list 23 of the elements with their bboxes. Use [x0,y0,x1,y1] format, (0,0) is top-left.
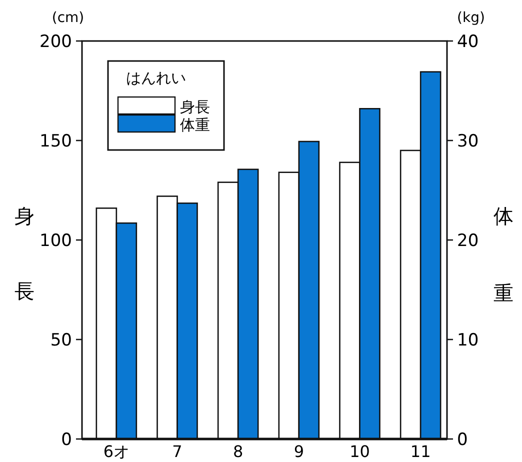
y2-tick-label: 0 [457,430,468,450]
x-tick-label: 11 [410,442,431,461]
y-axis-title: 身長 [13,190,37,342]
y2-tick-label: 10 [457,330,479,350]
y2-tick-label: 40 [457,32,479,52]
y-tick-label: 100 [40,231,72,251]
y-tick-label: 0 [61,430,72,450]
x-tick-label: 8 [232,442,244,461]
y2-axis-title: 体重 [492,190,516,342]
x-tick-label: 7 [172,442,182,461]
legend-label: 身長 [180,98,210,116]
text: (cm) [52,10,84,26]
legend-label: 体重 [180,116,210,134]
x-tick-label: 9 [294,442,304,461]
y-tick-label: 50 [50,330,72,350]
y2-tick-label: 30 [457,132,479,152]
x-tick-label: 10 [350,442,370,461]
legend-title: はんれい [126,69,186,87]
y-tick-label: 200 [40,32,72,52]
y2-tick-label: 20 [457,231,479,251]
x-tick-label: 6オ [103,442,130,461]
y-tick-label: 150 [40,132,72,152]
text: (kg) [457,10,485,26]
